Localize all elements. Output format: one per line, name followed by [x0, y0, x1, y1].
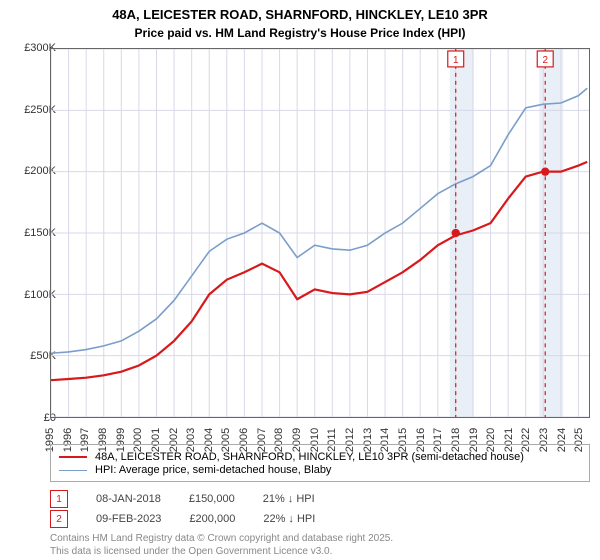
sale-delta-2: 22% ↓ HPI — [263, 513, 315, 525]
sale-date-2: 09-FEB-2023 — [96, 513, 161, 525]
sale-delta-1: 21% ↓ HPI — [263, 493, 315, 505]
chart-container: 48A, LEICESTER ROAD, SHARNFORD, HINCKLEY… — [0, 0, 600, 560]
plot-area: 12 — [50, 48, 590, 418]
ytick-label: £250K — [8, 104, 56, 116]
sale-price-2: £200,000 — [189, 513, 235, 525]
legend-row-red: 48A, LEICESTER ROAD, SHARNFORD, HINCKLEY… — [59, 451, 581, 463]
ytick-label: £50K — [8, 350, 56, 362]
legend-row-blue: HPI: Average price, semi-detached house,… — [59, 464, 581, 476]
ytick-label: £150K — [8, 227, 56, 239]
svg-text:2: 2 — [542, 55, 548, 66]
title-line1: 48A, LEICESTER ROAD, SHARNFORD, HINCKLEY… — [112, 7, 488, 22]
ytick-label: £300K — [8, 42, 56, 54]
chart-svg: 12 — [51, 49, 589, 417]
svg-text:1: 1 — [453, 55, 459, 66]
sale-badge-1: 1 — [50, 490, 68, 508]
ytick-label: £0 — [8, 412, 56, 424]
sale-marker-row-2: 2 09-FEB-2023 £200,000 22% ↓ HPI — [50, 510, 590, 528]
sale-marker-row-1: 1 08-JAN-2018 £150,000 21% ↓ HPI — [50, 490, 590, 508]
chart-title: 48A, LEICESTER ROAD, SHARNFORD, HINCKLEY… — [0, 0, 600, 41]
title-line2: Price paid vs. HM Land Registry's House … — [135, 26, 466, 40]
legend-label-red: 48A, LEICESTER ROAD, SHARNFORD, HINCKLEY… — [95, 451, 524, 463]
ytick-label: £200K — [8, 165, 56, 177]
ytick-label: £100K — [8, 289, 56, 301]
legend-swatch-red — [59, 456, 87, 458]
legend: 48A, LEICESTER ROAD, SHARNFORD, HINCKLEY… — [50, 444, 590, 482]
footnote-line1: Contains HM Land Registry data © Crown c… — [50, 533, 393, 544]
sale-badge-2: 2 — [50, 510, 68, 528]
legend-label-blue: HPI: Average price, semi-detached house,… — [95, 464, 331, 476]
sale-price-1: £150,000 — [189, 493, 235, 505]
footnote: Contains HM Land Registry data © Crown c… — [50, 532, 590, 558]
sale-date-1: 08-JAN-2018 — [96, 493, 161, 505]
footnote-line2: This data is licensed under the Open Gov… — [50, 546, 332, 557]
legend-swatch-blue — [59, 470, 87, 471]
